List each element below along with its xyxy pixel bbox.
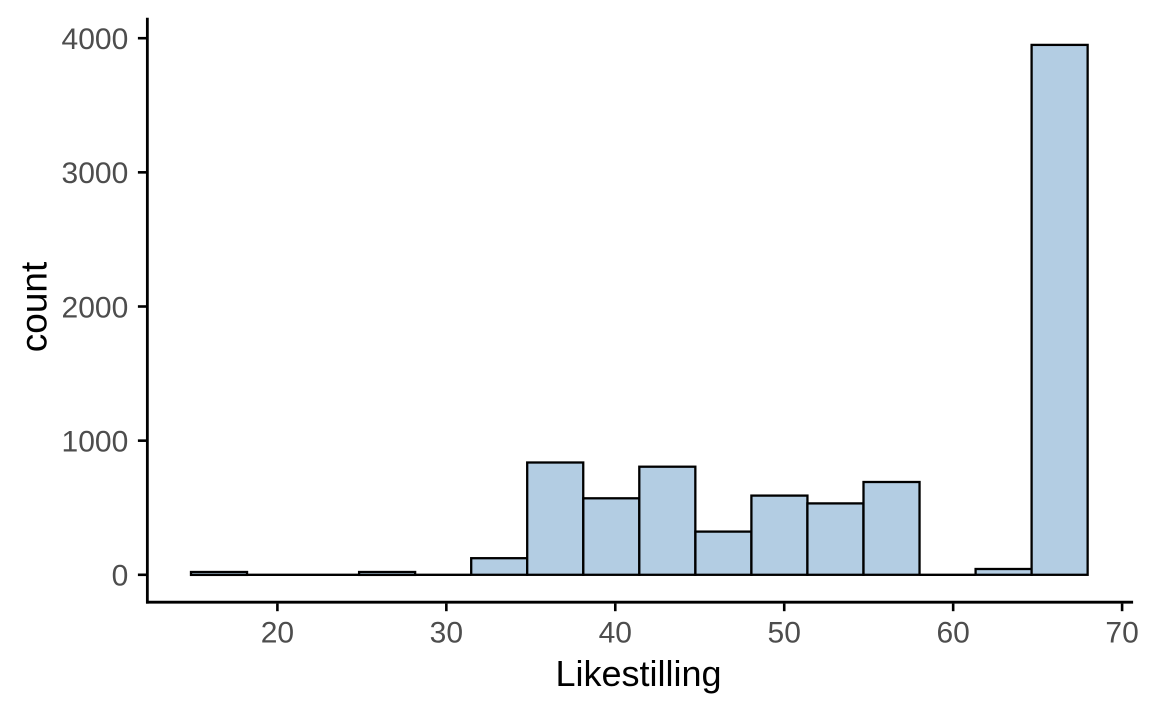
- svg-text:70: 70: [1105, 617, 1138, 650]
- svg-text:Likestilling: Likestilling: [555, 653, 721, 694]
- svg-text:2000: 2000: [62, 291, 129, 324]
- svg-text:60: 60: [936, 617, 969, 650]
- svg-text:4000: 4000: [62, 23, 129, 56]
- svg-text:3000: 3000: [62, 157, 129, 190]
- svg-text:count: count: [14, 261, 55, 352]
- svg-text:1000: 1000: [62, 425, 129, 458]
- svg-text:20: 20: [261, 617, 294, 650]
- svg-text:40: 40: [599, 617, 632, 650]
- svg-text:50: 50: [768, 617, 801, 650]
- svg-text:30: 30: [430, 617, 463, 650]
- svg-text:0: 0: [112, 560, 129, 593]
